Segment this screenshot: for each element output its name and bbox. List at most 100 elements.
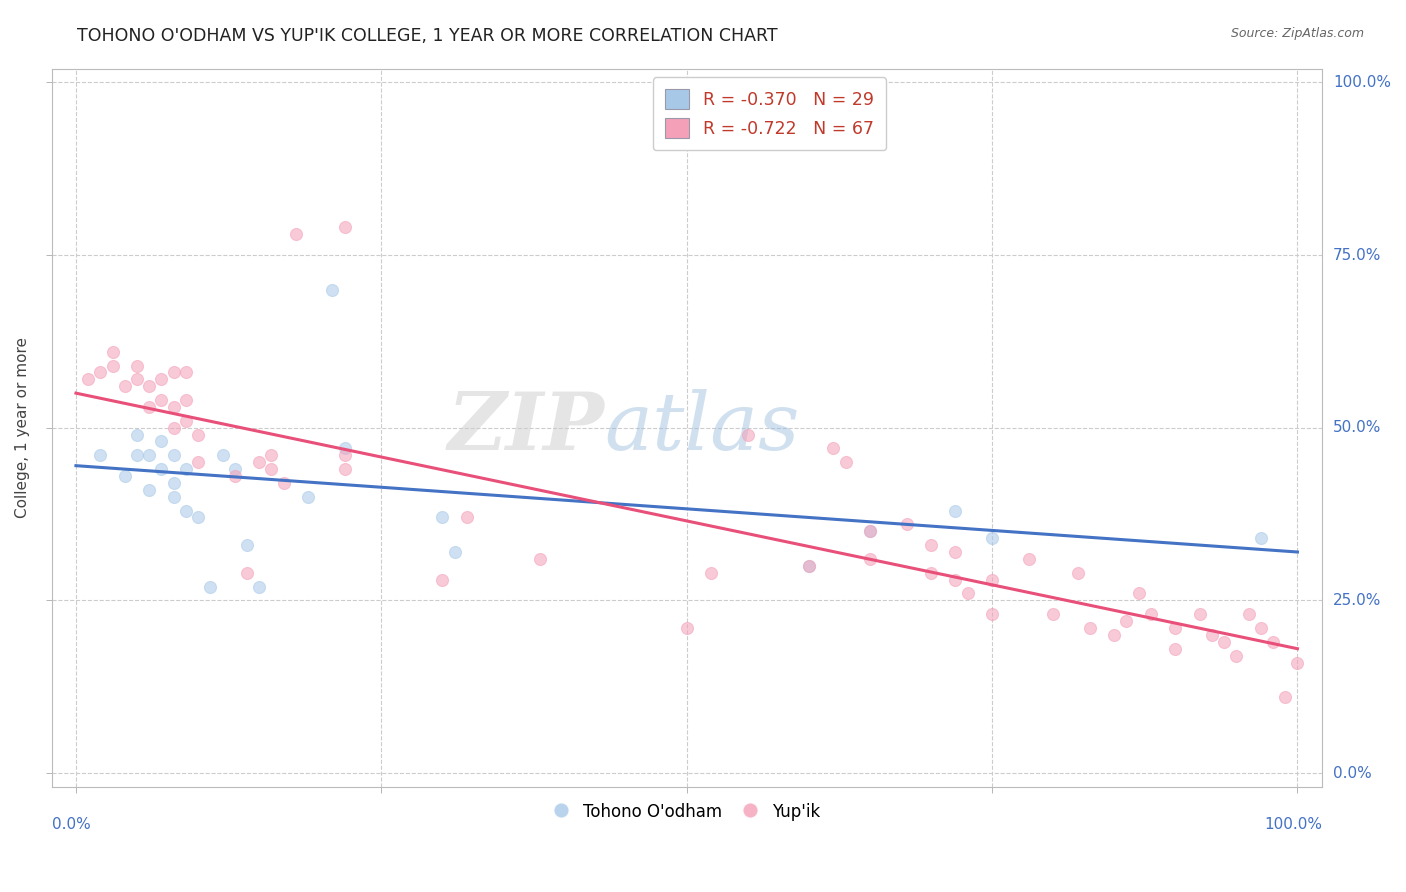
Point: [150, 392, 173, 407]
Text: 50.0%: 50.0%: [1333, 420, 1381, 435]
Point: [163, 420, 186, 434]
Point: [896, 517, 918, 532]
Point: [432, 510, 454, 524]
Point: [1066, 566, 1088, 580]
Point: [260, 448, 283, 462]
Point: [77, 372, 100, 386]
Point: [125, 359, 148, 373]
Point: [981, 573, 1004, 587]
Point: [333, 462, 356, 476]
Point: [174, 392, 197, 407]
Point: [529, 552, 551, 566]
Point: [163, 448, 186, 462]
Point: [333, 442, 356, 456]
Point: [1018, 552, 1040, 566]
Point: [114, 469, 136, 483]
Text: TOHONO O'ODHAM VS YUP'IK COLLEGE, 1 YEAR OR MORE CORRELATION CHART: TOHONO O'ODHAM VS YUP'IK COLLEGE, 1 YEAR…: [77, 27, 778, 45]
Point: [1274, 690, 1296, 704]
Point: [834, 455, 856, 469]
Point: [1188, 607, 1211, 622]
Point: [163, 366, 186, 380]
Point: [981, 531, 1004, 545]
Point: [224, 469, 246, 483]
Point: [956, 586, 979, 600]
Point: [297, 490, 319, 504]
Point: [321, 283, 343, 297]
Y-axis label: College, 1 year or more: College, 1 year or more: [15, 337, 30, 518]
Point: [150, 372, 173, 386]
Point: [1102, 628, 1125, 642]
Point: [89, 448, 111, 462]
Point: [920, 538, 942, 552]
Point: [211, 448, 233, 462]
Point: [797, 558, 820, 573]
Point: [138, 400, 160, 414]
Point: [797, 558, 820, 573]
Text: Source: ZipAtlas.com: Source: ZipAtlas.com: [1230, 27, 1364, 40]
Point: [1213, 635, 1236, 649]
Text: atlas: atlas: [605, 389, 800, 467]
Point: [260, 462, 283, 476]
Point: [1201, 628, 1223, 642]
Text: 100.0%: 100.0%: [1333, 75, 1391, 90]
Point: [1128, 586, 1150, 600]
Point: [1042, 607, 1064, 622]
Point: [101, 359, 124, 373]
Point: [187, 427, 209, 442]
Point: [150, 462, 173, 476]
Point: [247, 580, 270, 594]
Point: [89, 366, 111, 380]
Point: [333, 448, 356, 462]
Text: 0.0%: 0.0%: [52, 817, 90, 832]
Point: [737, 427, 759, 442]
Point: [200, 580, 222, 594]
Point: [675, 621, 697, 635]
Point: [920, 566, 942, 580]
Point: [1286, 656, 1309, 670]
Point: [1237, 607, 1260, 622]
Point: [859, 552, 882, 566]
Point: [174, 462, 197, 476]
Point: [859, 524, 882, 539]
Point: [823, 442, 845, 456]
Legend: Tohono O'odham, Yup'ik: Tohono O'odham, Yup'ik: [547, 795, 827, 829]
Point: [1140, 607, 1163, 622]
Point: [247, 455, 270, 469]
Point: [174, 366, 197, 380]
Point: [138, 379, 160, 393]
Point: [114, 379, 136, 393]
Point: [163, 400, 186, 414]
Point: [945, 545, 967, 559]
Point: [125, 427, 148, 442]
Text: 100.0%: 100.0%: [1264, 817, 1322, 832]
Point: [138, 483, 160, 497]
Point: [187, 510, 209, 524]
Point: [163, 475, 186, 490]
Point: [150, 434, 173, 449]
Point: [1164, 621, 1187, 635]
Point: [138, 448, 160, 462]
Point: [981, 607, 1004, 622]
Point: [236, 566, 259, 580]
Point: [1250, 531, 1272, 545]
Point: [443, 545, 465, 559]
Point: [1261, 635, 1284, 649]
Text: 75.0%: 75.0%: [1333, 247, 1381, 262]
Point: [945, 503, 967, 517]
Point: [456, 510, 478, 524]
Point: [1164, 641, 1187, 656]
Point: [1078, 621, 1101, 635]
Point: [224, 462, 246, 476]
Point: [945, 573, 967, 587]
Point: [125, 372, 148, 386]
Point: [163, 490, 186, 504]
Point: [273, 475, 295, 490]
Point: [1115, 614, 1137, 628]
Point: [236, 538, 259, 552]
Point: [700, 566, 723, 580]
Point: [101, 344, 124, 359]
Point: [125, 448, 148, 462]
Point: [859, 524, 882, 539]
Point: [1250, 621, 1272, 635]
Point: [333, 220, 356, 235]
